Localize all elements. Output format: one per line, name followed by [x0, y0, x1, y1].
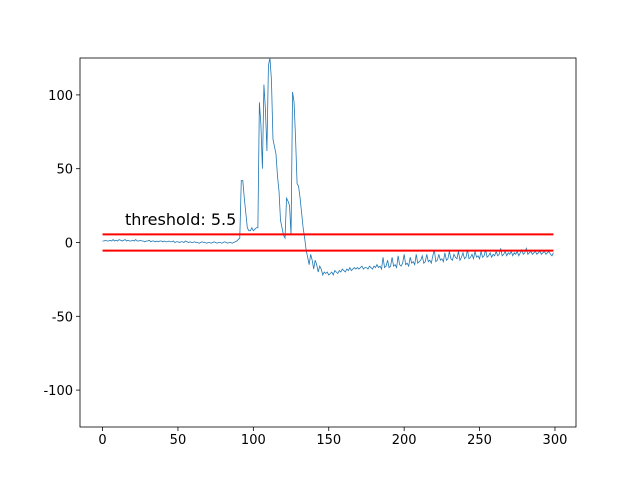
- y-tick-label: 100: [48, 89, 73, 104]
- y-tick-label: 50: [56, 163, 73, 178]
- y-tick-label: -100: [43, 384, 73, 399]
- data-line: [102, 57, 554, 277]
- x-tick-label: 100: [241, 433, 266, 448]
- x-tick-label: 150: [316, 433, 341, 448]
- x-tick-label: 250: [467, 433, 492, 448]
- x-tick-label: 0: [98, 433, 106, 448]
- y-tick-label: -50: [52, 310, 73, 325]
- annotation: threshold: 5.5: [125, 210, 236, 229]
- x-tick-label: 200: [392, 433, 417, 448]
- y-tick-label: 0: [65, 237, 73, 252]
- plot-frame: [79, 57, 577, 428]
- x-tick-label: 300: [543, 433, 568, 448]
- x-tick-label: 50: [170, 433, 187, 448]
